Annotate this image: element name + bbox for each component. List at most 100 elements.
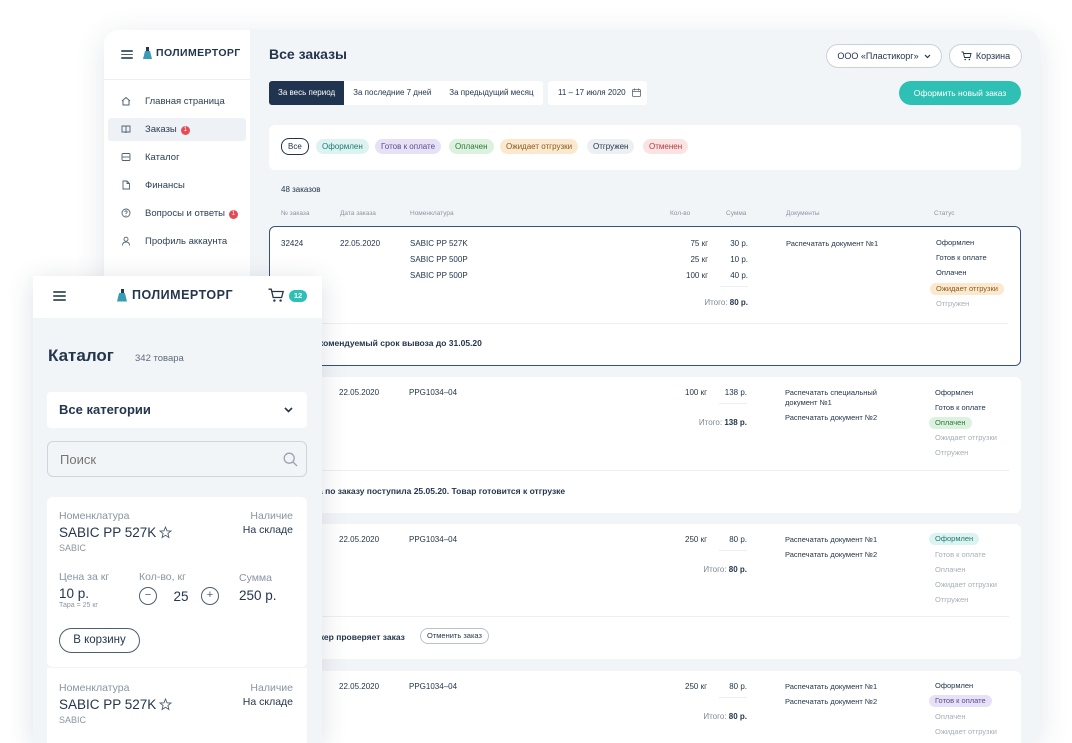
category-select-value: Все категории [59,402,151,417]
total-value: 80 р. [728,712,747,721]
qty-value[interactable]: 25 [173,589,189,604]
status-step-current: Ожидает отгрузки [930,283,1004,295]
filter-chip-formed[interactable]: Оформлен [316,139,369,154]
cart-button[interactable]: Корзина [949,44,1022,68]
date-range-value: 11 – 17 июля 2020 [558,88,626,97]
cancel-order-button[interactable]: Отменить заказ [420,628,489,644]
print-document-link[interactable]: Распечатать документ №2 [785,413,878,422]
sum-label: Сумма [239,572,272,584]
search-icon[interactable] [283,452,298,467]
sidebar-item-profile[interactable]: Профиль аккаунта [108,230,246,253]
cart-label: Корзина [975,51,1011,61]
order-item-sum: 10 р. [730,255,748,264]
product-name[interactable]: SABIC PP 527K [59,697,157,712]
order-total: Итого: 80 р. [649,712,747,721]
order-note: жер проверяет заказ [318,632,405,642]
sidebar-item-finance[interactable]: Финансы [108,174,246,197]
print-document-link[interactable]: Распечатать документ №1 [785,682,878,691]
sidebar-item-catalog[interactable]: Каталог [108,146,246,169]
order-item-sum: 30 р. [730,239,748,248]
tare-info: Тара = 25 кг [59,602,98,609]
order-total: Итого: 80 р. [649,565,747,574]
filter-chip-cancelled[interactable]: Отменен [643,139,689,154]
print-document-link[interactable]: Распечатать специальный документ №1 [785,388,877,407]
menu-icon[interactable] [121,50,133,59]
divider [719,403,747,404]
add-to-cart-button[interactable]: В корзину [59,628,140,653]
order-card[interactable]: 22.05.2020 PPG1034–04 250 кг 80 р. Итого… [269,671,1021,743]
user-icon [122,236,130,246]
order-item-name: SABIC PP 500P [410,271,468,280]
company-selector[interactable]: ООО «Пластикорг» [826,44,942,68]
filter-chip-shipped[interactable]: Отгружен [587,139,635,154]
status-step: Ожидает отгрузки [935,727,997,736]
order-card[interactable]: 22.05.2020 PPG1034–04 100 кг 138 р. Итог… [269,377,1021,513]
status-step: Отгружен [935,595,969,604]
logo[interactable]: ПОЛИМЕРТОРГ [117,288,233,302]
total-label: Итого: [704,298,728,307]
menu-icon[interactable] [53,291,66,301]
cart-icon[interactable] [268,288,285,303]
sidebar-item-orders[interactable]: Заказы 1 [108,118,246,141]
filter-chip-all[interactable]: Все [281,138,309,155]
tab-last-7-days[interactable]: За последние 7 дней [353,88,432,97]
print-document-link[interactable]: Распечатать документ №1 [785,535,878,544]
star-icon[interactable] [159,526,172,539]
mobile-catalog-screen: ПОЛИМЕРТОРГ 12 Каталог 342 товара Все ка… [33,276,322,743]
status-step-current: Оформлен [929,533,980,545]
chevron-down-icon [284,407,293,413]
order-item-name: PPG1034–04 [409,682,458,691]
print-document-link[interactable]: Распечатать документ №2 [785,697,878,706]
column-header-status: Статус [934,210,955,217]
total-value: 80 р. [729,298,748,307]
order-item-name: PPG1034–04 [409,388,458,397]
order-item-sum: 138 р. [724,388,747,397]
status-step: Готов к оплате [936,253,987,262]
tab-previous-month[interactable]: За предыдущий месяц [449,88,534,97]
filter-chip-awaiting-shipment[interactable]: Ожидает отгрузки [500,139,579,154]
product-card[interactable]: Номенклатура Наличие SABIC PP 527K На ск… [47,497,307,667]
product-card[interactable]: Номенклатура Наличие SABIC PP 527K На ск… [47,668,307,743]
total-label: Итого: [698,418,723,427]
status-step: Отгружен [936,299,970,308]
qty-increase-button[interactable]: + [201,587,219,605]
order-date: 22.05.2020 [339,388,380,397]
print-document-link[interactable]: Распечатать документ №1 [786,239,879,248]
product-brand: SABIC [59,543,87,553]
product-brand: SABIC [59,715,87,725]
search-input[interactable] [47,441,307,477]
order-item-qty: 250 кг [685,535,707,544]
logo[interactable]: ПОЛИМЕРТОРГ [143,47,241,59]
order-item-name: SABIC PP 500P [410,255,468,264]
date-range-picker[interactable]: 11 – 17 июля 2020 [548,81,647,105]
order-card[interactable]: 32424 22.05.2020 SABIC PP 527K SABIC PP … [269,226,1021,366]
filter-chip-paid[interactable]: Оплачен [449,139,494,154]
tab-all-time[interactable]: За весь период [269,81,345,105]
catalog-count: 342 товара [135,353,184,364]
divider [281,616,1009,617]
document-icon [122,180,130,190]
sidebar-item-label: Каталог [145,152,180,163]
column-header-documents: Документы [786,210,820,217]
sidebar-item-label: Заказы [145,124,177,135]
divider [282,323,1008,324]
qty-decrease-button[interactable]: − [139,587,157,605]
new-order-button[interactable]: Оформить новый заказ [899,81,1021,105]
star-icon[interactable] [159,698,172,711]
divider [719,550,747,551]
column-header-date: Дата заказа [340,210,376,217]
total-label: Итого: [703,565,727,574]
status-step: Ожидает отгрузки [935,580,997,589]
order-note: комендуемый срок вывоза до 31.05.20 [319,338,482,348]
order-card[interactable]: 22.05.2020 PPG1034–04 250 кг 80 р. Итого… [269,524,1021,659]
order-item-sum: 80 р. [729,535,747,544]
filter-chip-ready-to-pay[interactable]: Готов к оплате [375,139,442,154]
page-title: Все заказы [269,46,348,62]
product-name[interactable]: SABIC PP 527K [59,525,157,540]
print-document-link[interactable]: Распечатать документ №2 [785,550,878,559]
category-select[interactable]: Все категории [47,392,307,428]
status-step: Оплачен [935,565,966,574]
order-date: 22.05.2020 [339,535,380,544]
sidebar-item-home[interactable]: Главная страница [108,90,246,113]
sidebar-item-faq[interactable]: Вопросы и ответы 1 [108,202,246,225]
